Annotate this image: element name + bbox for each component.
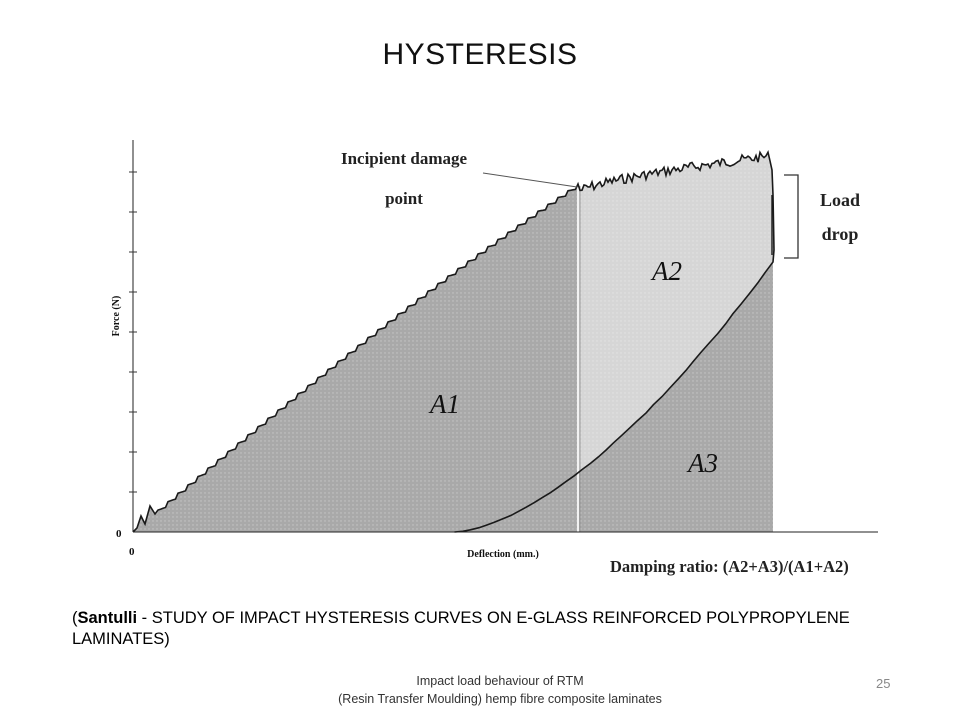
caption-open-paren: ( [72, 609, 78, 627]
unloading-curve [454, 194, 775, 533]
x-origin-label: 0 [129, 546, 135, 558]
region-a1-label: A1 [428, 389, 460, 419]
y-axis-ticks [129, 171, 137, 493]
region-a1-texture [133, 184, 578, 532]
slide-footer: Impact load behaviour of RTM (Resin Tran… [240, 672, 760, 708]
incipient-damage-label-2: point [385, 189, 423, 208]
region-a3-texture [578, 195, 774, 532]
caption-text: - STUDY OF IMPACT HYSTERESIS CURVES ON E… [72, 609, 850, 648]
caption-author: Santulli [77, 609, 138, 627]
hysteresis-diagram: 0 0 Force (N) Deflection (mm.) Incipient… [111, 140, 878, 576]
load-drop-label-2: drop [822, 224, 859, 244]
damping-ratio-label: Damping ratio: (A2+A3)/(A1+A2) [610, 557, 849, 576]
footer-line-2: (Resin Transfer Moulding) hemp fibre com… [338, 692, 662, 706]
page-number: 25 [876, 676, 891, 691]
region-a2-texture [578, 152, 774, 473]
loading-curve [132, 149, 774, 533]
region-a3-label: A3 [686, 448, 718, 478]
slide-title: HYSTERESIS [382, 38, 578, 71]
footer-line-1: Impact load behaviour of RTM [416, 674, 584, 688]
source-caption: (Santulli - STUDY OF IMPACT HYSTERESIS C… [72, 608, 912, 650]
load-drop-label: Load [820, 190, 860, 210]
x-axis-label: Deflection (mm.) [467, 549, 539, 560]
incipient-damage-pointer [482, 172, 578, 188]
region-a2-label: A2 [650, 256, 682, 286]
y-axis-label: Force (N) [111, 296, 122, 337]
load-drop-bracket [784, 174, 799, 259]
y-origin-label: 0 [116, 528, 122, 540]
incipient-damage-label: Incipient damage [341, 149, 468, 168]
